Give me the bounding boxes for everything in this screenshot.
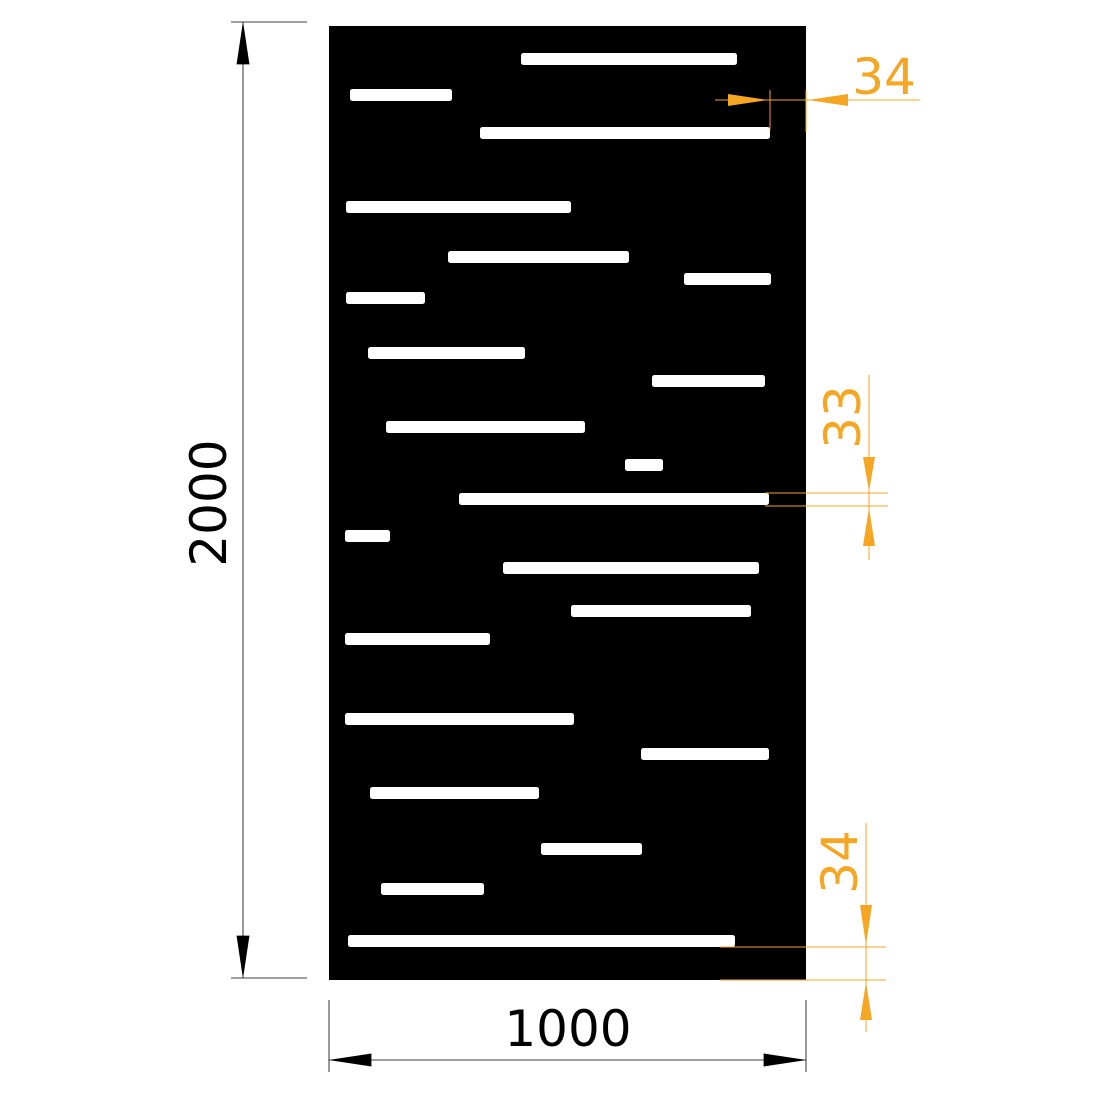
- slot-cutout: [641, 748, 769, 760]
- height-dimension: [231, 21, 307, 979]
- slot-cutout: [625, 459, 663, 471]
- height-label: 2000: [180, 439, 238, 566]
- slot-height-annotation: [765, 375, 888, 560]
- slot-height-label: 33: [814, 385, 872, 449]
- slot-cutout: [652, 375, 765, 387]
- slot-cutout: [345, 633, 490, 645]
- slot-cutout: [368, 347, 525, 359]
- slot-cutout: [370, 787, 539, 799]
- slot-cutout: [350, 89, 452, 101]
- bottom-margin-label: 34: [811, 830, 869, 894]
- slot-cutout: [571, 605, 751, 617]
- slot-cutout: [521, 53, 737, 65]
- slot-group: [345, 53, 771, 947]
- right-margin-label: 34: [852, 48, 916, 106]
- slot-cutout: [346, 292, 425, 304]
- slot-cutout: [480, 127, 770, 139]
- slot-cutout: [541, 843, 642, 855]
- slot-cutout: [448, 251, 629, 263]
- slot-cutout: [345, 713, 574, 725]
- slot-cutout: [386, 421, 585, 433]
- width-label: 1000: [504, 1000, 631, 1058]
- slot-cutout: [684, 273, 771, 285]
- slot-cutout: [345, 530, 390, 542]
- width-dimension: [328, 1000, 807, 1072]
- slot-cutout: [503, 562, 759, 574]
- slot-cutout: [346, 201, 571, 213]
- slot-cutout: [381, 883, 484, 895]
- bottom-margin-annotation: [720, 823, 886, 1032]
- right-margin-annotation: [715, 90, 920, 132]
- slot-cutout: [348, 935, 735, 947]
- slot-cutout: [459, 493, 769, 505]
